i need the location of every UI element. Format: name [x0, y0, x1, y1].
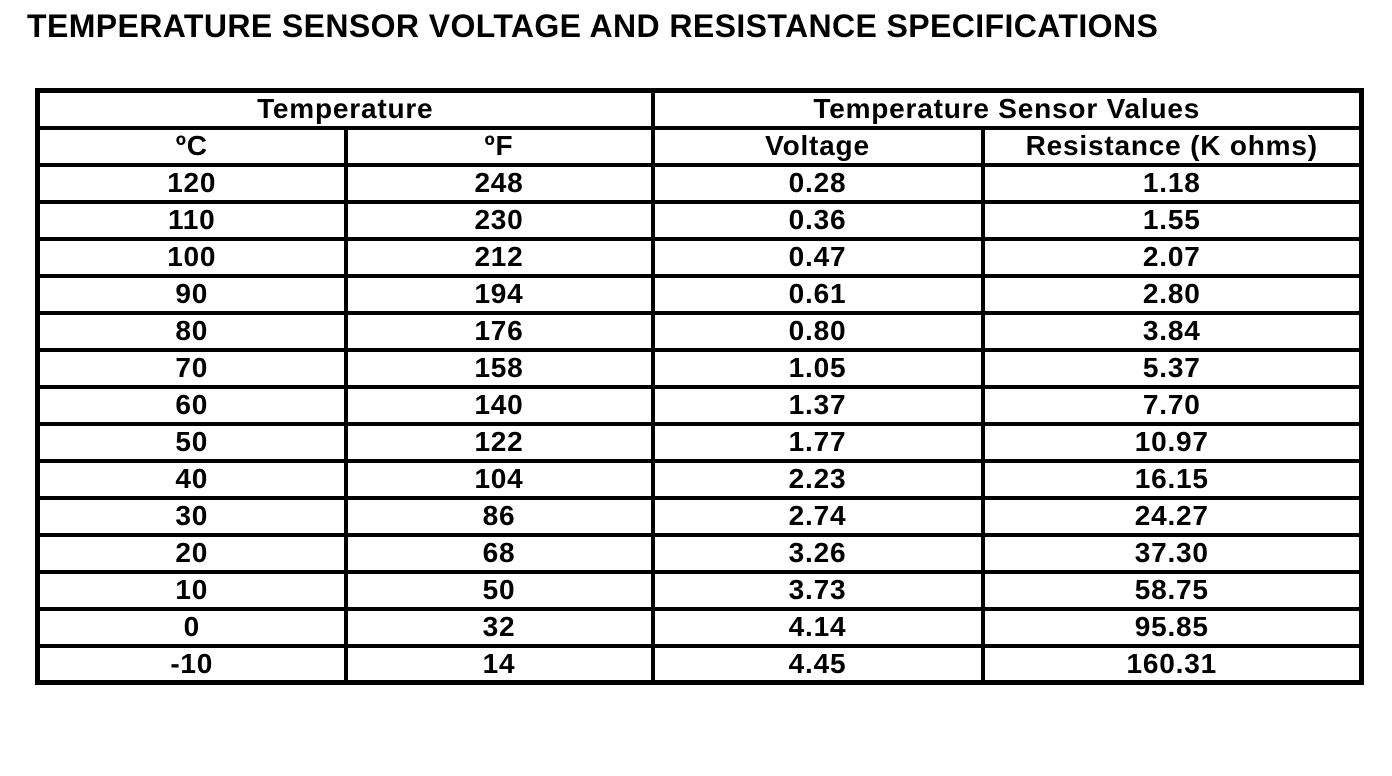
cell-voltage: 0.36	[650, 199, 985, 241]
cell-resistance: 2.07	[980, 236, 1364, 278]
cell-celsius: 100	[35, 236, 348, 278]
cell-voltage: 1.37	[650, 384, 985, 426]
table-row: 10 50 3.73 58.75	[35, 569, 1364, 611]
cell-resistance: 7.70	[980, 384, 1364, 426]
cell-resistance: 1.18	[980, 162, 1364, 204]
cell-celsius: 50	[35, 421, 348, 463]
cell-resistance: 2.80	[980, 273, 1364, 315]
cell-fahrenheit: 32	[343, 606, 655, 648]
cell-fahrenheit: 50	[343, 569, 655, 611]
table-row: 90 194 0.61 2.80	[35, 273, 1364, 315]
cell-voltage: 4.14	[650, 606, 985, 648]
cell-resistance: 58.75	[980, 569, 1364, 611]
cell-celsius: 110	[35, 199, 348, 241]
cell-fahrenheit: 14	[343, 643, 655, 685]
table-row: 30 86 2.74 24.27	[35, 495, 1364, 537]
table-row: 120 248 0.28 1.18	[35, 162, 1364, 204]
cell-fahrenheit: 176	[343, 310, 655, 352]
cell-resistance: 1.55	[980, 199, 1364, 241]
column-header-row: ºC ºF Voltage Resistance (K ohms)	[35, 125, 1364, 167]
cell-fahrenheit: 68	[343, 532, 655, 574]
column-header-fahrenheit: ºF	[343, 125, 655, 167]
cell-celsius: 60	[35, 384, 348, 426]
cell-fahrenheit: 104	[343, 458, 655, 500]
cell-voltage: 2.74	[650, 495, 985, 537]
cell-voltage: 0.47	[650, 236, 985, 278]
cell-celsius: 30	[35, 495, 348, 537]
cell-celsius: 40	[35, 458, 348, 500]
page-title: TEMPERATURE SENSOR VOLTAGE AND RESISTANC…	[27, 8, 1159, 44]
table-row: 70 158 1.05 5.37	[35, 347, 1364, 389]
cell-voltage: 0.80	[650, 310, 985, 352]
cell-voltage: 1.05	[650, 347, 985, 389]
table-row: 50 122 1.77 10.97	[35, 421, 1364, 463]
cell-resistance: 10.97	[980, 421, 1364, 463]
cell-celsius: 0	[35, 606, 348, 648]
table-row: 0 32 4.14 95.85	[35, 606, 1364, 648]
cell-fahrenheit: 158	[343, 347, 655, 389]
column-header-resistance: Resistance (K ohms)	[980, 125, 1364, 167]
cell-fahrenheit: 122	[343, 421, 655, 463]
cell-resistance: 160.31	[980, 643, 1364, 685]
temperature-sensor-spec-table: Temperature Temperature Sensor Values ºC…	[35, 88, 1364, 685]
table-row: 40 104 2.23 16.15	[35, 458, 1364, 500]
cell-celsius: 20	[35, 532, 348, 574]
table-row: -10 14 4.45 160.31	[35, 643, 1364, 685]
cell-voltage: 0.28	[650, 162, 985, 204]
cell-fahrenheit: 194	[343, 273, 655, 315]
group-header-sensor-values: Temperature Sensor Values	[650, 88, 1364, 130]
cell-celsius: 80	[35, 310, 348, 352]
cell-celsius: 120	[35, 162, 348, 204]
cell-resistance: 3.84	[980, 310, 1364, 352]
cell-voltage: 3.26	[650, 532, 985, 574]
cell-resistance: 95.85	[980, 606, 1364, 648]
cell-fahrenheit: 140	[343, 384, 655, 426]
cell-voltage: 1.77	[650, 421, 985, 463]
table-body: 120 248 0.28 1.18 110 230 0.36 1.55 100 …	[35, 162, 1364, 685]
cell-fahrenheit: 212	[343, 236, 655, 278]
cell-resistance: 37.30	[980, 532, 1364, 574]
cell-fahrenheit: 230	[343, 199, 655, 241]
table-row: 20 68 3.26 37.30	[35, 532, 1364, 574]
cell-voltage: 3.73	[650, 569, 985, 611]
cell-fahrenheit: 248	[343, 162, 655, 204]
cell-celsius: 90	[35, 273, 348, 315]
table-row: 60 140 1.37 7.70	[35, 384, 1364, 426]
column-header-celsius: ºC	[35, 125, 348, 167]
cell-resistance: 24.27	[980, 495, 1364, 537]
table-row: 80 176 0.80 3.84	[35, 310, 1364, 352]
cell-fahrenheit: 86	[343, 495, 655, 537]
cell-resistance: 16.15	[980, 458, 1364, 500]
cell-voltage: 4.45	[650, 643, 985, 685]
cell-resistance: 5.37	[980, 347, 1364, 389]
table-row: 100 212 0.47 2.07	[35, 236, 1364, 278]
group-header-row: Temperature Temperature Sensor Values	[35, 88, 1364, 130]
table-row: 110 230 0.36 1.55	[35, 199, 1364, 241]
cell-celsius: 10	[35, 569, 348, 611]
cell-voltage: 2.23	[650, 458, 985, 500]
table-header: Temperature Temperature Sensor Values ºC…	[35, 88, 1364, 167]
cell-voltage: 0.61	[650, 273, 985, 315]
cell-celsius: -10	[35, 643, 348, 685]
cell-celsius: 70	[35, 347, 348, 389]
column-header-voltage: Voltage	[650, 125, 985, 167]
group-header-temperature: Temperature	[35, 88, 655, 130]
